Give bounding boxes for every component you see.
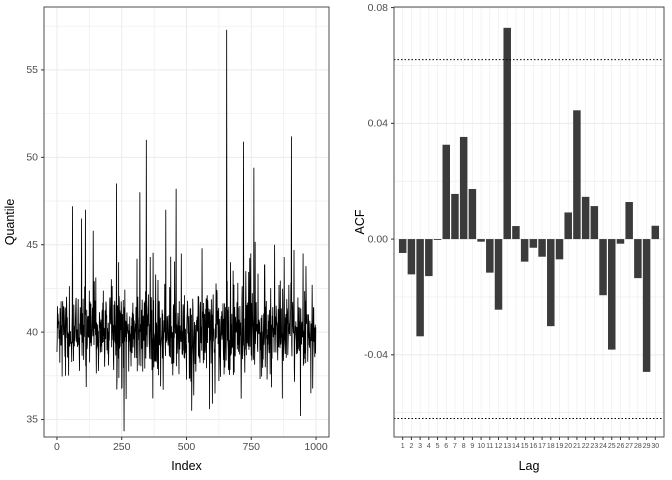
svg-text:22: 22	[582, 443, 590, 450]
svg-text:12: 12	[495, 443, 503, 450]
svg-text:750: 750	[243, 441, 261, 453]
svg-text:40: 40	[26, 326, 38, 338]
svg-text:7: 7	[453, 443, 457, 450]
svg-text:17: 17	[538, 443, 546, 450]
svg-text:Lag: Lag	[519, 459, 540, 473]
svg-text:15: 15	[521, 443, 529, 450]
svg-text:0.08: 0.08	[368, 2, 389, 14]
svg-text:24: 24	[599, 443, 607, 450]
svg-text:30: 30	[651, 443, 659, 450]
svg-text:50: 50	[26, 152, 38, 164]
svg-text:0: 0	[54, 441, 60, 453]
svg-text:5: 5	[436, 443, 440, 450]
svg-text:23: 23	[590, 443, 598, 450]
svg-text:-0.04: -0.04	[364, 349, 388, 361]
svg-text:ACF: ACF	[353, 209, 367, 234]
svg-text:25: 25	[608, 443, 616, 450]
svg-text:3: 3	[418, 443, 422, 450]
svg-text:10: 10	[477, 443, 485, 450]
svg-text:8: 8	[462, 443, 466, 450]
svg-text:29: 29	[643, 443, 651, 450]
svg-text:9: 9	[470, 443, 474, 450]
svg-text:6: 6	[444, 443, 448, 450]
svg-text:35: 35	[26, 414, 38, 426]
svg-text:11: 11	[486, 443, 493, 450]
svg-text:4: 4	[427, 443, 431, 450]
svg-text:500: 500	[178, 441, 196, 453]
svg-text:26: 26	[617, 443, 625, 450]
svg-text:1: 1	[401, 443, 405, 450]
svg-text:0.04: 0.04	[368, 118, 389, 130]
svg-text:28: 28	[634, 443, 642, 450]
svg-text:250: 250	[113, 441, 131, 453]
svg-text:45: 45	[26, 239, 38, 251]
svg-text:18: 18	[547, 443, 555, 450]
svg-text:1000: 1000	[304, 441, 328, 453]
svg-text:19: 19	[556, 443, 564, 450]
svg-text:0.00: 0.00	[368, 233, 389, 245]
svg-text:Quantile: Quantile	[3, 199, 17, 246]
svg-text:20: 20	[564, 443, 572, 450]
svg-text:55: 55	[26, 64, 38, 76]
svg-text:13: 13	[503, 443, 511, 450]
svg-text:21: 21	[573, 443, 581, 450]
svg-text:16: 16	[529, 443, 537, 450]
svg-text:14: 14	[512, 443, 520, 450]
svg-text:27: 27	[625, 443, 633, 450]
svg-text:Index: Index	[171, 459, 202, 473]
svg-text:2: 2	[409, 443, 413, 450]
